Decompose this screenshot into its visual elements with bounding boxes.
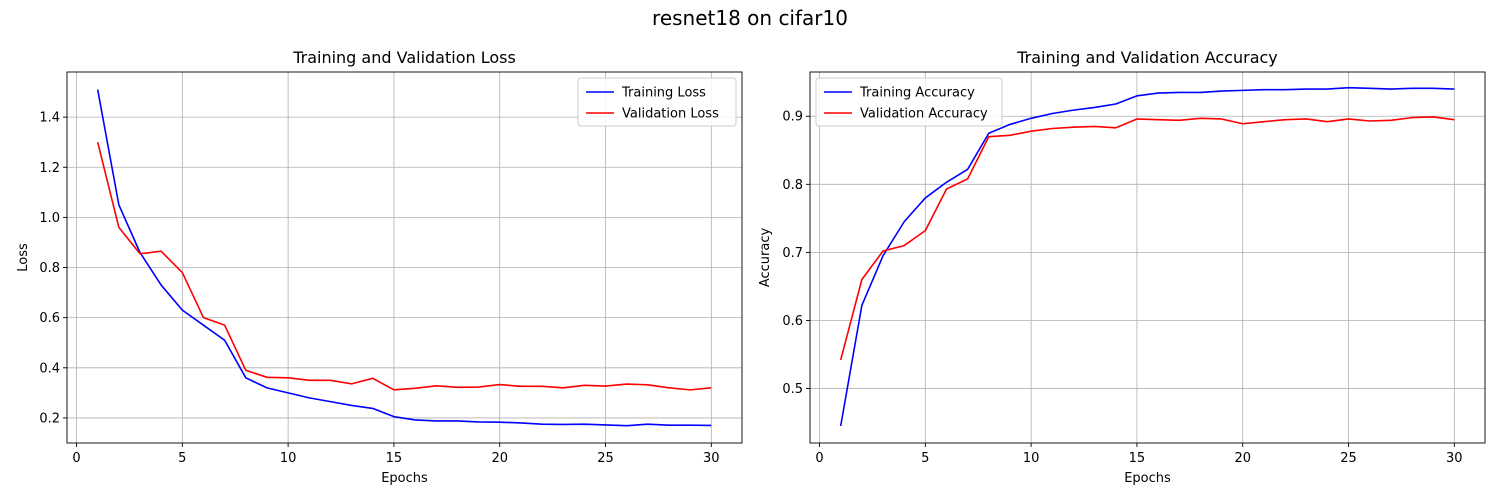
x-tick-label: 5 [921, 451, 929, 466]
legend-entry: Validation Accuracy [860, 107, 988, 122]
y-tick-label: 0.6 [782, 314, 803, 329]
chart-1: 0 5 10 15 20 25 30 0.2 0.4 0.6 0.8 1.0 1.2 1.4 Trainin… [16, 48, 743, 486]
y-tick-label: 0.8 [39, 261, 60, 276]
x-tick-label: 25 [597, 451, 614, 466]
y-tick-label: 0.2 [39, 411, 60, 426]
x-tick-label: 30 [1446, 451, 1463, 466]
x-tick-label: 10 [1023, 451, 1040, 466]
axes-frame [66, 71, 743, 444]
series-line-training-accuracy [839, 86, 1455, 427]
x-tick-label: 15 [1129, 451, 1146, 466]
chart-2: 0 5 10 15 20 25 30 0.5 0.6 0.7 0.8 0.9 Training and … [758, 48, 1486, 486]
legend: Training Accuracy Validation Accuracy [815, 77, 1003, 127]
legend-box [577, 77, 737, 127]
chart-title: Training and Validation Accuracy [1016, 48, 1278, 67]
x-tick-label: 0 [72, 451, 80, 466]
legend: Training Loss Validation Loss [577, 77, 737, 127]
x-tick-label: 20 [1234, 451, 1251, 466]
x-axis-label: Epochs [381, 471, 428, 486]
x-tick-label: 5 [178, 451, 186, 466]
y-tick-label: 0.6 [39, 311, 60, 326]
x-tick-label: 25 [1340, 451, 1357, 466]
figure-title: resnet18 on cifar10 [652, 6, 848, 30]
y-tick-label: 1.0 [39, 211, 60, 226]
legend-entry: Validation Loss [622, 107, 719, 122]
y-axis-label: Accuracy [758, 228, 773, 288]
y-tick-label: 1.4 [39, 111, 60, 126]
y-tick-label: 0.5 [782, 382, 803, 397]
series-line-training-loss [96, 89, 712, 427]
axes-frame [809, 71, 1486, 444]
x-axis-label: Epochs [1124, 471, 1171, 486]
legend-box [815, 77, 1003, 127]
y-tick-label: 0.4 [39, 361, 60, 376]
x-tick-label: 15 [386, 451, 403, 466]
y-tick-label: 1.2 [39, 161, 60, 176]
y-tick-label: 0.8 [782, 178, 803, 193]
y-tick-label: 0.9 [782, 110, 803, 125]
x-tick-label: 20 [491, 451, 508, 466]
chart-title: Training and Validation Loss [292, 48, 516, 67]
y-tick-label: 0.7 [782, 246, 803, 261]
y-axis-label: Loss [16, 243, 31, 272]
x-tick-label: 30 [703, 451, 720, 466]
legend-entry: Training Loss [621, 86, 706, 101]
x-tick-label: 0 [815, 451, 823, 466]
legend-entry: Training Accuracy [859, 86, 975, 101]
series-line-validation-accuracy [839, 116, 1455, 361]
series-line-validation-loss [96, 141, 712, 391]
x-tick-label: 10 [280, 451, 297, 466]
